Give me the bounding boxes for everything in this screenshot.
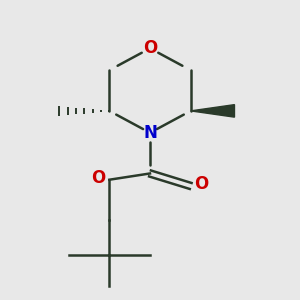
Text: N: N bbox=[143, 124, 157, 142]
Polygon shape bbox=[191, 105, 235, 117]
Text: O: O bbox=[91, 169, 106, 187]
Text: O: O bbox=[143, 39, 157, 57]
Text: O: O bbox=[194, 176, 209, 194]
